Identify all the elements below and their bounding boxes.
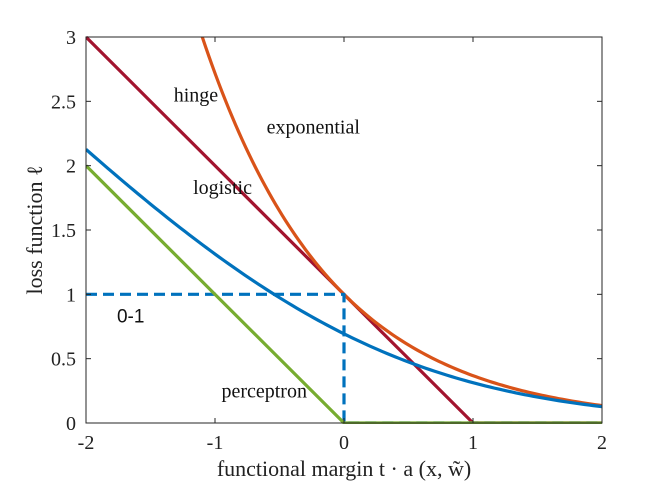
series-0-1-line bbox=[86, 292, 602, 424]
annotation-logistic: logistic bbox=[193, 177, 252, 199]
x-tick-label: -1 bbox=[207, 432, 224, 454]
annotation-exponential: exponential bbox=[267, 117, 361, 139]
series-layer bbox=[86, 36, 602, 424]
annotation-perceptron: perceptron bbox=[221, 380, 307, 402]
annotation-0-1: 0-1 bbox=[117, 307, 144, 328]
series-exponential-line bbox=[200, 36, 602, 408]
y-tick-label: 0 bbox=[66, 413, 76, 435]
x-tick-label: 1 bbox=[468, 432, 478, 454]
y-tick-label: 3 bbox=[66, 27, 76, 49]
x-tick-label: 0 bbox=[339, 432, 349, 454]
y-tick-label: 1 bbox=[66, 284, 76, 306]
y-tick-label: 2 bbox=[66, 156, 76, 178]
y-axis-label: loss function ℓ bbox=[22, 165, 47, 294]
y-tick-label: 2.5 bbox=[51, 91, 76, 113]
tick-layer: -2 -1 0 1 2 0 0.5 1 1.5 2 2.5 3 bbox=[51, 27, 607, 454]
x-tick-label: 2 bbox=[597, 432, 607, 454]
y-tick-label: 0.5 bbox=[51, 349, 76, 371]
annotation-hinge: hinge bbox=[174, 84, 219, 106]
x-tick-label: -2 bbox=[78, 432, 95, 454]
y-tick-label: 1.5 bbox=[51, 220, 76, 242]
annotation-layer: hinge exponential logistic 0-1 perceptron bbox=[117, 84, 360, 402]
x-axis-label: functional margin t · a (x, w̃) bbox=[217, 456, 471, 481]
